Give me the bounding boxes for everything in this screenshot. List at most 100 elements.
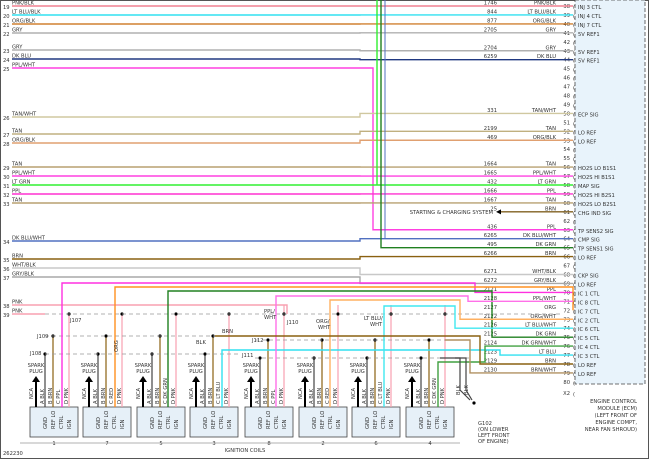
wire-70 [61, 282, 573, 407]
ecm-pin-bracket: ( [573, 336, 575, 342]
ecm-pin-number: 47 [563, 85, 570, 91]
spark-plug-label: SPARK [81, 363, 98, 369]
wire-color-label: LT BLU/BLK [527, 9, 556, 15]
spark-plug-arrow-icon [139, 376, 147, 382]
ecm-pin-function: IC 4 CTL [578, 345, 600, 351]
ecm-pin-number: 50 [563, 111, 570, 117]
ground-location: OF ENGINE) [478, 439, 509, 445]
splice-dot [104, 334, 108, 338]
ecm-label: MODULE (ECM) [597, 406, 637, 412]
wire-circuit-number: 2122 [484, 314, 497, 320]
wire-color-label: PPL [547, 287, 556, 293]
coil-pin-label: A BLK [362, 388, 368, 404]
nca-label: NCA [189, 387, 195, 399]
wire-color-label: GRY [546, 45, 557, 51]
ecm-pin-number: 78 [563, 362, 570, 368]
wire-circuit-number: 1746 [484, 1, 497, 7]
wire-row-number: 37 [3, 276, 10, 282]
wire-color-label: PPL [547, 224, 556, 230]
starting-charging-system-label: STARTING & CHARGING SYSTEM [410, 210, 493, 216]
ecm-pin-bracket: ( [573, 157, 575, 163]
wire-circuit-number: 6266 [484, 251, 497, 257]
coil-pin-label: A BLK [40, 388, 46, 404]
wire-color-label: TAN [545, 126, 556, 132]
wire-color-label: WHT/BLK [12, 263, 36, 269]
coil-pin-label: D PNK [64, 387, 70, 404]
spark-plug-arrow-icon [32, 376, 40, 382]
coil-pin-label: A BLK [147, 388, 153, 404]
ecm-pin-number: 80 [563, 380, 570, 386]
wire-64 [12, 237, 573, 242]
spark-plug-label: PLUG [351, 369, 365, 375]
ecm-pin-bracket: ( [573, 282, 575, 288]
wire-label-brn: BRN [222, 329, 233, 335]
coil-terminal-label: CTRL [435, 416, 441, 429]
wire-row-number: 25 [3, 67, 10, 73]
wire-color-label: PNK [12, 300, 23, 306]
coil-terminal-label: REF LO [266, 411, 272, 429]
splice-dot [203, 352, 207, 356]
ecm-pin-bracket: ( [573, 229, 575, 235]
wire-color-label: LT BLU/BLK [12, 10, 41, 16]
wire-68 [12, 267, 573, 276]
coil-pin-label: D PNK [224, 387, 230, 404]
wire-circuit-number: 844 [487, 9, 498, 15]
ecm-pin-function: TP SENS1 SIG [577, 247, 613, 253]
ecm-pin-number: 68 [563, 273, 570, 279]
coil-number: 2 [321, 441, 324, 447]
ecm-pin-number: 39 [563, 13, 570, 19]
ecm-pin-function: LO REF [578, 282, 596, 288]
ecm-pin-function: INJ 3 CTL [578, 5, 601, 11]
spark-plug-label: PLUG [136, 369, 150, 375]
ecm-pin-bracket: ( [573, 274, 575, 280]
coil-pin-label: D PNK [333, 387, 339, 404]
splice-dot [336, 312, 340, 316]
wire-label-org-wht: WHT [318, 325, 331, 331]
coil-terminal-label: GND [43, 417, 49, 429]
coil-terminal-label: REF LO [104, 411, 110, 429]
ecm-pin-function: 5V REF1 [578, 50, 600, 56]
ecm-pin-number: 76 [563, 344, 570, 350]
arrow-left-icon [496, 209, 501, 215]
wire-color-label: DK BLU [12, 54, 31, 60]
wire-color-label: PPL [547, 188, 556, 194]
coil-pin-label: C RED [109, 388, 115, 404]
ecm-pin-bracket: ( [573, 265, 575, 271]
ecm-pin-function: IC 5 CTL [578, 336, 600, 342]
wire-row-number: 28 [3, 142, 10, 148]
wire-circuit-number: 6259 [484, 54, 497, 60]
ecm-pin-number: 61 [563, 210, 570, 216]
wire-color-label: TAN/WHT [11, 112, 37, 118]
ecm-pin-bracket: ( [573, 309, 575, 315]
wire-circuit-number: 6272 [484, 278, 497, 284]
ecm-pin-bracket: ( [573, 202, 575, 208]
spark-plug-arrow-icon [354, 376, 362, 382]
wire-row-number: 30 [3, 175, 10, 181]
ecm-pin-bracket: ( [573, 23, 575, 29]
wire-pnk-38 [12, 304, 288, 314]
ecm-pin-bracket: ( [573, 50, 575, 56]
coil-terminal-label: REF LO [427, 411, 433, 429]
ecm-pin-bracket: ( [573, 95, 575, 101]
coil-pin-label: B BRN [317, 388, 323, 404]
wire-circuit-number: 2126 [484, 323, 497, 329]
coil-pin-label: C PPL [56, 389, 62, 404]
wire-color-label: GRY/BLK [12, 272, 35, 278]
wire-color-label: WHT/BLK [532, 269, 556, 275]
spark-plug-arrow-icon [247, 376, 255, 382]
wire-label-ppl-wht: WHT [264, 315, 277, 321]
ground-id: G102 [478, 421, 492, 427]
wire-circuit-number: 2705 [484, 27, 497, 33]
ecm-pin-number: 44 [563, 58, 570, 64]
wire-color-label: ORG/BLK [12, 19, 36, 25]
coil-terminal-label: GND [203, 417, 209, 429]
wire-row-number: 21 [3, 23, 10, 29]
ecm-pin-bracket: ( [573, 345, 575, 351]
ecm-pin-number: 71 [563, 299, 570, 305]
ecm-pin-number: 53 [563, 138, 570, 144]
wire-color-label: PNK/BLK [12, 1, 35, 7]
wire-74 [383, 305, 573, 407]
wire-50 [12, 112, 573, 118]
spark-plug-label: SPARK [28, 363, 45, 369]
wire-label-blk: BLK [196, 340, 206, 346]
